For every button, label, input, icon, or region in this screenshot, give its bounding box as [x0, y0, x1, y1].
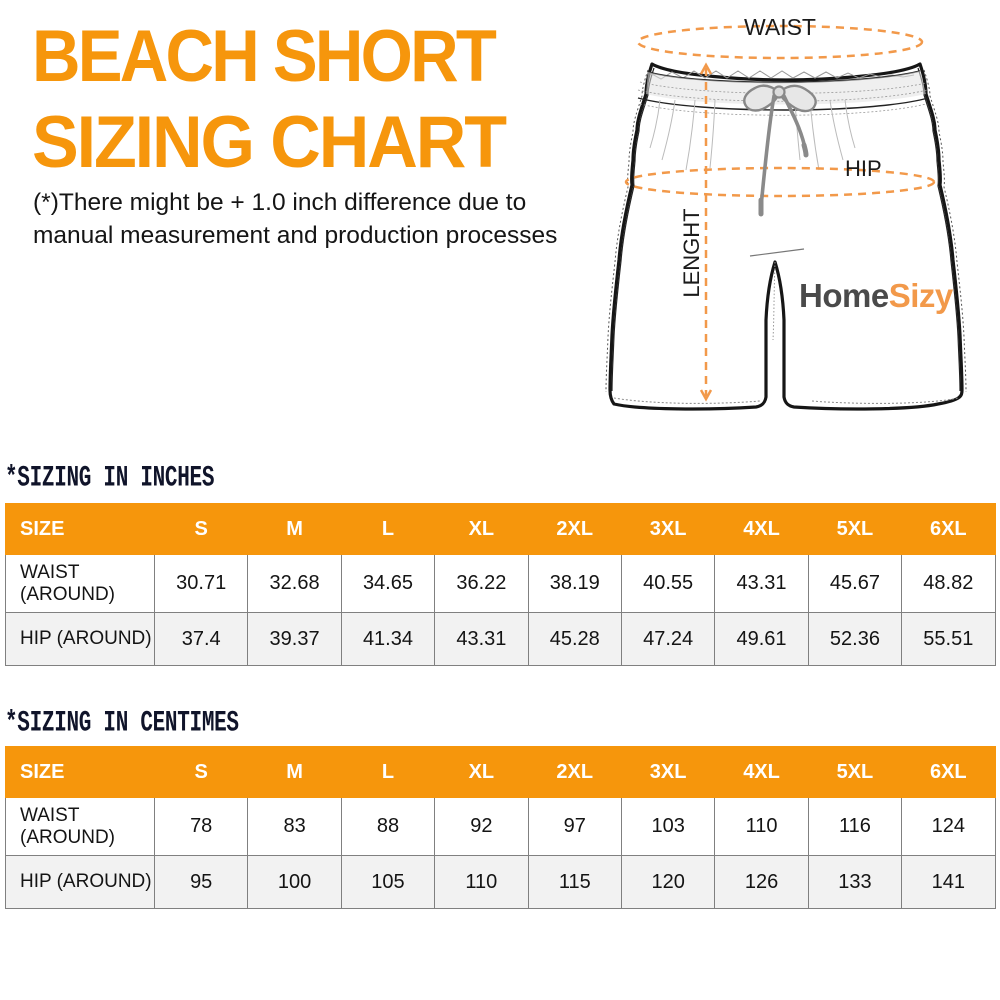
svg-text:HIP: HIP [845, 156, 882, 181]
svg-text:LENGHT: LENGHT [679, 208, 704, 297]
svg-text:WAIST: WAIST [744, 14, 816, 40]
svg-text:HomeSizy: HomeSizy [799, 277, 954, 314]
